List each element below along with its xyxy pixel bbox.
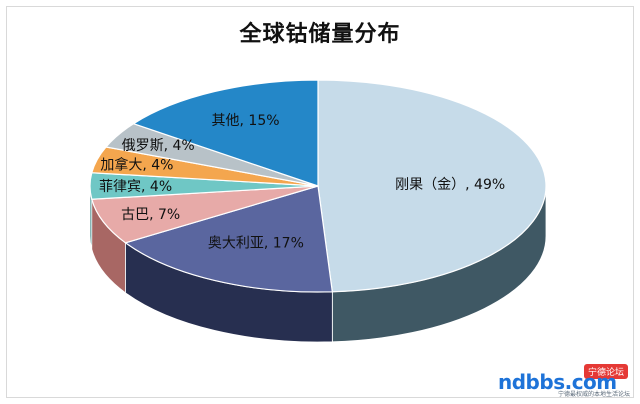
slice-label-5: 俄罗斯, 4% (122, 138, 195, 154)
pie-label-layer: 刚果（金）, 49% 奥大利亚, 17% 古巴, 7% 菲律宾, 4% 加拿大, 4% 俄… (99, 113, 505, 252)
slice-label-2: 古巴, 7% (121, 207, 180, 223)
watermark-subtext: 宁德最权威的本地生活论坛 (557, 391, 630, 398)
watermark-text: ndbbs.com (498, 370, 617, 394)
slice-label-0: 刚果（金）, 49% (395, 177, 505, 193)
pie-slice-1 (124, 185, 334, 293)
slice-label-3: 菲律宾, 4% (99, 179, 172, 195)
slice-label-4: 加拿大, 4% (100, 156, 173, 173)
slice-label-6: 其他, 15% (212, 113, 280, 129)
slice-label-1: 奥大利亚, 17% (208, 235, 304, 252)
pie-top-layer (89, 79, 547, 293)
pie-slice-0 (317, 79, 547, 293)
watermark-logo: 宁德论坛 ndbbs.com 宁德最权威的本地生活论坛 (498, 364, 630, 398)
pie-slice-6 (132, 79, 319, 187)
watermark-badge: 宁德论坛 (583, 364, 628, 379)
chart-title: 全球钴储量分布 (239, 22, 401, 47)
